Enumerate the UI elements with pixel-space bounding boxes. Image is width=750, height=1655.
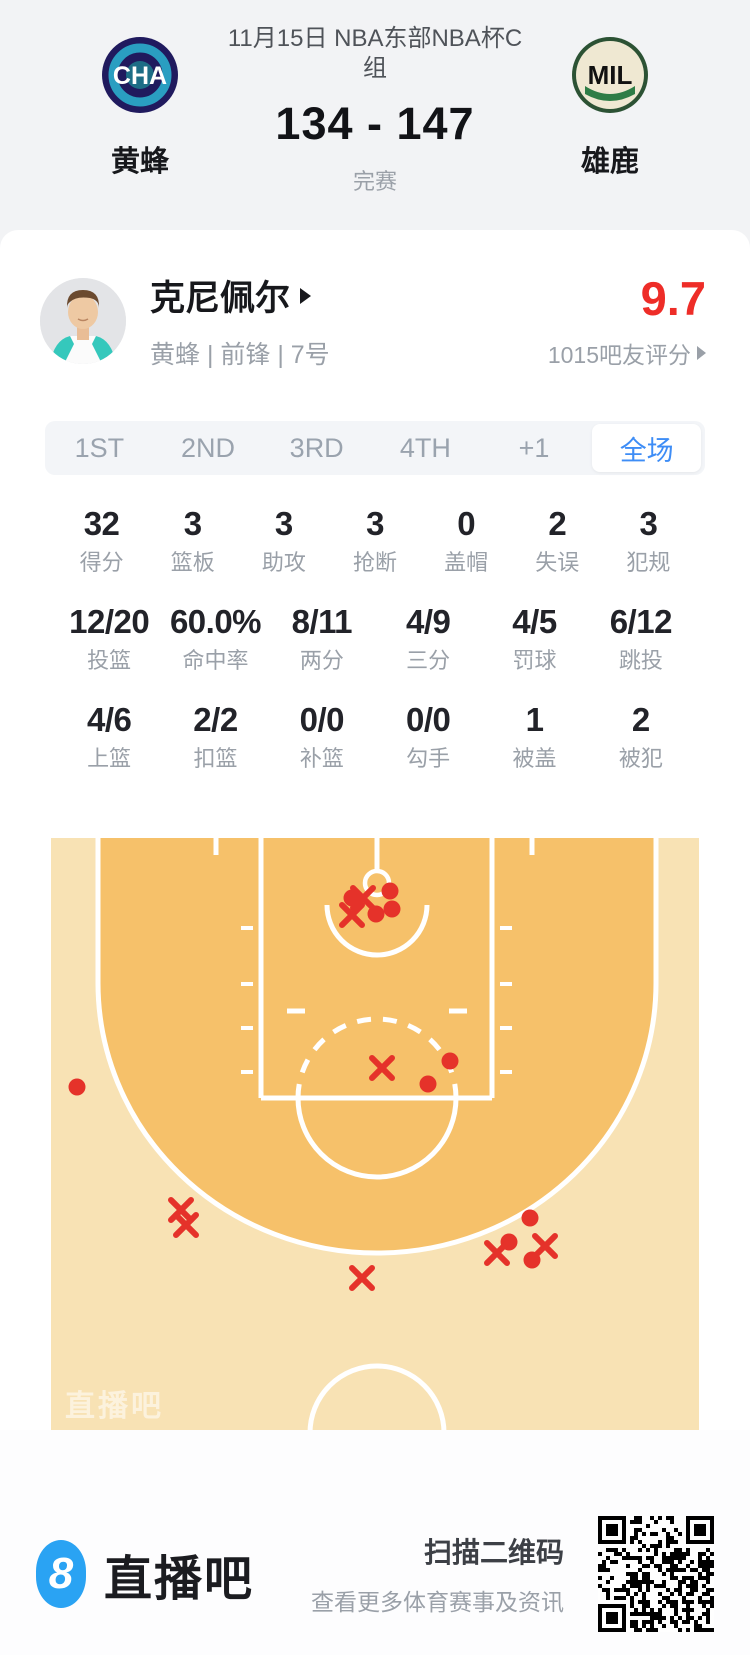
tab-1st[interactable]: 1ST — [74, 432, 125, 463]
tab-+1[interactable]: +1 — [518, 432, 550, 463]
match-info: 11月15日 NBA东部NBA杯C 组 134 - 147 完赛 — [185, 24, 565, 196]
missed-shot-marker — [369, 1055, 395, 1081]
stat-被犯: 2 被犯 — [618, 701, 663, 771]
stat-被盖: 1 被盖 — [512, 701, 557, 771]
stat-失误: 2 失误 — [535, 505, 580, 575]
player-photo-icon — [40, 277, 126, 364]
shot-chart: 直播吧 — [51, 833, 699, 1433]
stat-助攻: 3 助攻 — [261, 505, 306, 575]
player-stats-card: 克尼佩尔 黄蜂 | 前锋 | 7号 9.7 1015吧友评分 1ST 2ND 3RD… — [0, 230, 750, 1433]
qr-code-icon — [598, 1516, 714, 1632]
stat-两分: 8/11 两分 — [291, 603, 353, 673]
final-score: 134 - 147 — [275, 98, 475, 149]
court-icon — [51, 833, 699, 1433]
stat-篮板: 3 篮板 — [170, 505, 215, 575]
player-detail-arrow-icon[interactable] — [300, 287, 312, 304]
missed-shot-marker — [484, 1240, 510, 1266]
tab-3rd[interactable]: 3RD — [289, 432, 344, 463]
home-team[interactable]: CHA 黄蜂 — [85, 36, 195, 180]
hornets-logo-icon: CHA — [102, 37, 178, 113]
stat-上篮: 4/6 上篮 — [86, 701, 132, 771]
svg-text:CHA: CHA — [113, 62, 167, 90]
away-team[interactable]: MIL 雄鹿 — [555, 36, 665, 180]
player-row: 克尼佩尔 黄蜂 | 前锋 | 7号 9.7 1015吧友评分 — [0, 230, 750, 371]
player-rating: 9.7 — [640, 272, 706, 325]
missed-shot-marker — [339, 902, 365, 928]
away-team-name: 雄鹿 — [580, 146, 639, 178]
stats-row-main: 32 得分 3 篮板 3 助攻 3 抢断 0 盖帽 2 失误 3 犯规 — [0, 503, 750, 579]
rating-arrow-icon — [697, 346, 706, 360]
rating-source[interactable]: 1015吧友评分 — [548, 336, 706, 370]
competition-title: 11月15日 NBA东部NBA杯C 组 — [227, 25, 523, 82]
player-avatar[interactable] — [40, 277, 126, 364]
stat-补篮: 0/0 补篮 — [299, 701, 345, 771]
stat-罚球: 4/5 罚球 — [512, 603, 557, 673]
made-shot-marker — [419, 1075, 437, 1093]
stat-扣篮: 2/2 扣篮 — [193, 701, 238, 771]
made-shot-marker — [383, 900, 401, 918]
bucks-logo-icon: MIL — [572, 37, 648, 113]
match-status: 完赛 — [352, 169, 397, 194]
qr-title: 扫描二维码 — [423, 1537, 564, 1568]
qr-code — [598, 1516, 714, 1632]
stat-盖帽: 0 盖帽 — [444, 505, 489, 575]
qr-subtitle: 查看更多体育赛事及资讯 — [311, 1589, 564, 1615]
missed-shot-marker — [349, 1265, 375, 1291]
period-tabs: 1ST 2ND 3RD 4TH +1 全场 — [45, 421, 705, 475]
made-shot-marker — [381, 882, 399, 900]
missed-shot-marker — [173, 1212, 199, 1238]
made-shot-marker — [441, 1052, 459, 1070]
home-team-name: 黄蜂 — [110, 146, 169, 178]
stat-投篮: 12/20 投篮 — [69, 603, 150, 673]
stats-row-shooting: 12/20 投篮 60.0% 命中率 8/11 两分 4/9 三分 4/5 罚球 6/12 跳投 — [0, 601, 750, 677]
tab-4th[interactable]: 4TH — [399, 432, 451, 463]
brand: 8 直播吧 — [36, 1539, 254, 1609]
court-watermark: 直播吧 — [65, 1390, 164, 1423]
made-shot-marker — [68, 1078, 86, 1096]
tab-2nd[interactable]: 2ND — [181, 432, 236, 463]
match-header: CHA 黄蜂 11月15日 NBA东部NBA杯C 组 134 - 147 完赛 … — [0, 0, 750, 230]
stat-命中率: 60.0% 命中率 — [169, 603, 262, 673]
missed-shot-marker — [532, 1233, 558, 1259]
stat-跳投: 6/12 跳投 — [609, 603, 673, 673]
stat-抢断: 3 抢断 — [352, 505, 397, 575]
stat-犯规: 3 犯规 — [626, 505, 671, 575]
player-name[interactable]: 克尼佩尔 — [150, 279, 291, 318]
made-shot-marker — [521, 1209, 539, 1227]
brand-name: 直播吧 — [104, 1553, 255, 1606]
stat-三分: 4/9 三分 — [405, 603, 451, 673]
footer: 8 直播吧 扫描二维码 查看更多体育赛事及资讯 — [0, 1430, 750, 1655]
missed-shot-marker — [350, 885, 376, 911]
svg-text:MIL: MIL — [588, 60, 633, 90]
stat-勾手: 0/0 勾手 — [405, 701, 451, 771]
stats-row-detail: 4/6 上篮 2/2 扣篮 0/0 补篮 0/0 勾手 1 被盖 2 被犯 — [0, 699, 750, 775]
player-meta: 黄蜂 | 前锋 | 7号 — [150, 341, 330, 369]
tab-全场[interactable]: 全场 — [592, 424, 702, 472]
brand-badge-icon: 8 — [36, 1540, 86, 1608]
shot-marks — [68, 882, 558, 1291]
stat-得分: 32 得分 — [79, 505, 124, 575]
